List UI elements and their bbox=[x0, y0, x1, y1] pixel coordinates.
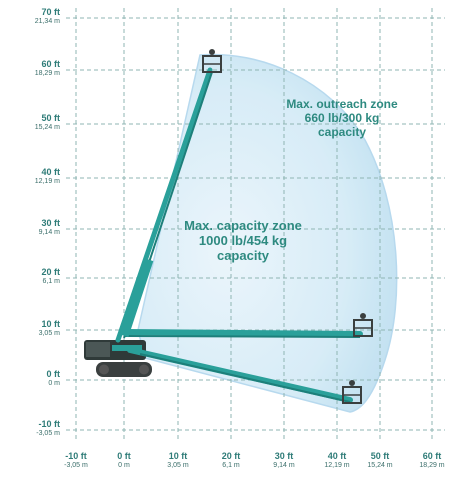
y-tick-m: -3,05 m bbox=[36, 430, 60, 437]
x-tick-m: 15,24 m bbox=[367, 462, 393, 469]
y-tick-ft: 50 ft bbox=[41, 113, 60, 123]
y-tick-label: 40 ft 12,19 m bbox=[22, 167, 60, 186]
boom-lift bbox=[84, 49, 373, 404]
y-tick-ft: 0 ft bbox=[46, 369, 61, 379]
x-tick-m: -3,05 m bbox=[64, 462, 88, 469]
x-tick-label: 30 ft 9,14 m bbox=[264, 451, 304, 470]
capacity-zone-label: Max. capacity zone 1000 lb/454 kg capaci… bbox=[168, 218, 318, 264]
y-tick-m: 12,19 m bbox=[34, 178, 60, 185]
x-tick-ft: 40 ft bbox=[327, 451, 347, 461]
x-tick-ft: 50 ft bbox=[370, 451, 390, 461]
boom-down bbox=[127, 347, 353, 403]
boom-horizontal bbox=[122, 329, 363, 337]
y-tick-label: 0 ft 0 m bbox=[22, 369, 61, 388]
outreach-zone-title: Max. outreach zone bbox=[286, 97, 398, 111]
y-tick-ft: 20 ft bbox=[41, 267, 60, 277]
x-tick-label: 10 ft 3,05 m bbox=[158, 451, 198, 470]
y-tick-m: 0 m bbox=[48, 380, 60, 387]
y-tick-ft: 30 ft bbox=[41, 218, 60, 228]
x-tick-ft: 30 ft bbox=[274, 451, 294, 461]
capacity-zone-capacity: 1000 lb/454 kg bbox=[198, 232, 288, 248]
x-tick-m: 6,1 m bbox=[222, 462, 240, 469]
x-tick-label: -10 ft -3,05 m bbox=[56, 451, 96, 470]
x-tick-m: 18,29 m bbox=[419, 462, 445, 469]
x-tick-ft: 20 ft bbox=[221, 451, 241, 461]
capacity-zone-word: capacity bbox=[216, 247, 270, 263]
y-tick-label: 60 ft 18,29 m bbox=[22, 59, 60, 78]
x-tick-label: 50 ft 15,24 m bbox=[360, 451, 400, 470]
x-tick-m: 0 m bbox=[118, 462, 130, 469]
x-tick-m: 3,05 m bbox=[167, 462, 189, 469]
x-tick-ft: 60 ft bbox=[422, 451, 442, 461]
basket-top bbox=[202, 49, 222, 73]
y-tick-ft: 40 ft bbox=[41, 167, 60, 177]
basket-horizontal bbox=[353, 313, 373, 337]
x-tick-ft: -10 ft bbox=[65, 451, 87, 461]
x-tick-m: 9,14 m bbox=[273, 462, 295, 469]
y-tick-m: 9,14 m bbox=[38, 229, 60, 236]
x-tick-ft: 0 ft bbox=[117, 451, 131, 461]
y-tick-m: 6,1 m bbox=[42, 278, 60, 285]
y-tick-ft: -10 ft bbox=[38, 419, 60, 429]
machine-tracks bbox=[96, 362, 152, 377]
working-envelope bbox=[137, 53, 398, 413]
y-tick-m: 3,05 m bbox=[38, 330, 60, 337]
y-tick-ft: 70 ft bbox=[41, 7, 60, 17]
y-tick-m: 15,24 m bbox=[34, 124, 60, 131]
y-tick-label: 20 ft 6,1 m bbox=[22, 267, 60, 286]
x-tick-label: 0 ft 0 m bbox=[104, 451, 144, 470]
boom-vertical bbox=[115, 67, 213, 343]
x-tick-label: 20 ft 6,1 m bbox=[211, 451, 251, 470]
y-tick-label: 30 ft 9,14 m bbox=[22, 218, 60, 237]
outreach-zone-label: Max. outreach zone 660 lb/300 kg capacit… bbox=[262, 97, 422, 139]
x-tick-m: 12,19 m bbox=[324, 462, 350, 469]
x-tick-label: 40 ft 12,19 m bbox=[317, 451, 357, 470]
y-tick-label: 70 ft 21,34 m bbox=[22, 7, 60, 26]
capacity-zone-title: Max. capacity zone bbox=[184, 218, 302, 233]
y-tick-label: -10 ft -3,05 m bbox=[22, 419, 60, 438]
y-tick-ft: 60 ft bbox=[41, 59, 60, 69]
outreach-zone-capacity: 660 lb/300 kg bbox=[304, 110, 380, 125]
outreach-zone-word: capacity bbox=[317, 124, 367, 139]
basket-down bbox=[342, 380, 362, 404]
x-tick-label: 60 ft 18,29 m bbox=[412, 451, 452, 470]
y-tick-m: 21,34 m bbox=[34, 18, 60, 25]
x-tick-ft: 10 ft bbox=[168, 451, 188, 461]
y-tick-ft: 10 ft bbox=[41, 319, 60, 329]
y-tick-m: 18,29 m bbox=[34, 70, 60, 77]
y-tick-label: 10 ft 3,05 m bbox=[22, 319, 60, 338]
y-tick-label: 50 ft 15,24 m bbox=[22, 113, 60, 132]
